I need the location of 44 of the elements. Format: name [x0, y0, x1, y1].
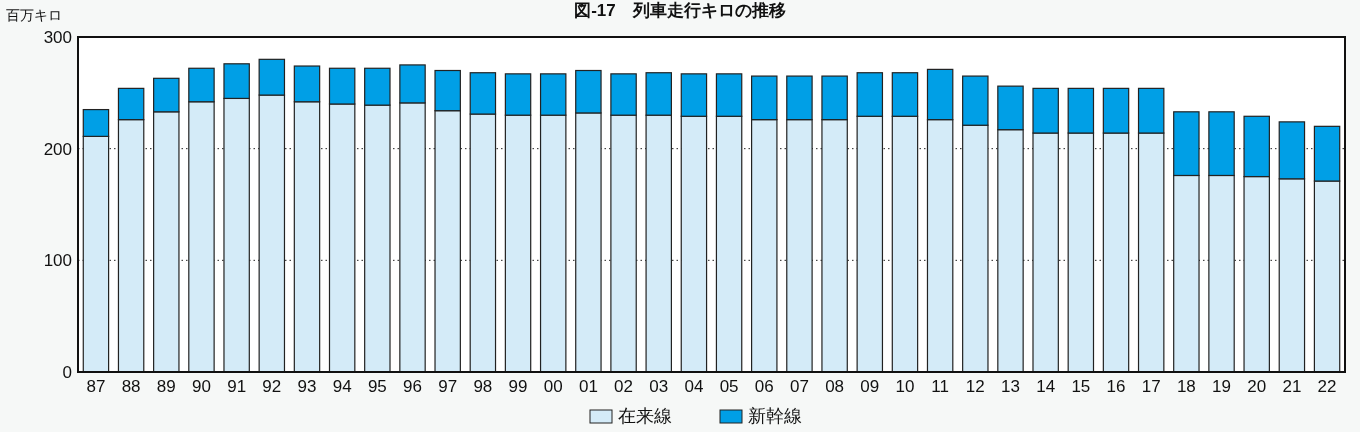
legend-label: 在来線	[618, 406, 672, 426]
x-tick-label: 92	[262, 377, 282, 396]
x-tick-label: 07	[789, 377, 809, 396]
x-tick-label: 94	[332, 377, 352, 396]
x-tick-label: 91	[227, 377, 247, 396]
x-tick-label: 12	[965, 377, 985, 396]
legend-label: 新幹線	[748, 406, 802, 426]
x-tick-label: 93	[297, 377, 317, 396]
x-tick-label: 95	[367, 377, 387, 396]
x-tick-label: 06	[754, 377, 774, 396]
chart-title: 図-17 列車走行キロの推移	[574, 1, 786, 20]
y-tick-label: 100	[43, 251, 72, 271]
x-tick-label: 16	[1106, 377, 1126, 396]
x-tick-label: 89	[156, 377, 176, 396]
y-axis-title: 百万キロ	[6, 7, 62, 23]
y-tick-label: 0	[62, 362, 72, 382]
x-tick-label: 01	[578, 377, 598, 396]
x-tick-label: 19	[1212, 377, 1231, 396]
x-tick-label: 20	[1247, 377, 1267, 396]
x-tick-label: 02	[614, 377, 634, 396]
x-tick-label: 08	[825, 377, 845, 396]
y-tick-label: 200	[43, 139, 72, 159]
x-tick-label: 99	[508, 377, 528, 396]
x-tick-label: 15	[1071, 377, 1091, 396]
x-tick-label: 00	[543, 377, 563, 396]
x-tick-label: 04	[684, 377, 704, 396]
x-tick-label: 13	[1001, 377, 1020, 396]
x-tick-label: 03	[649, 377, 669, 396]
y-tick-label: 300	[43, 27, 72, 47]
x-tick-label: 88	[121, 377, 141, 396]
x-tick-label: 09	[860, 377, 880, 396]
x-tick-label: 98	[473, 377, 493, 396]
x-tick-label: 21	[1282, 377, 1302, 396]
x-tick-label: 22	[1317, 377, 1337, 396]
x-tick-label: 97	[438, 377, 458, 396]
x-tick-label: 14	[1036, 377, 1056, 396]
x-tick-label: 05	[719, 377, 739, 396]
x-tick-label: 10	[895, 377, 915, 396]
x-tick-label: 96	[403, 377, 422, 396]
x-tick-label: 17	[1141, 377, 1161, 396]
x-tick-label: 11	[931, 377, 949, 396]
x-tick-label: 90	[192, 377, 211, 396]
x-tick-label: 18	[1176, 377, 1196, 396]
x-tick-label: 87	[86, 377, 106, 396]
